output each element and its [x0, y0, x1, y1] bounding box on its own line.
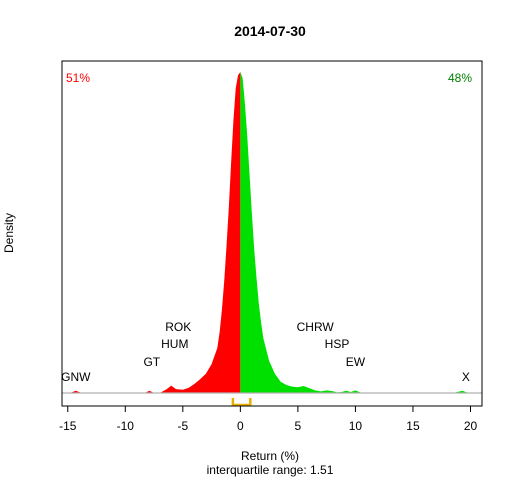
positive-return-density: [240, 72, 482, 393]
density-areas: [62, 72, 482, 393]
ticker-label-hsp: HSP: [325, 337, 350, 351]
ticker-label-x: X: [462, 370, 470, 384]
chart-title: 2014-07-30: [234, 23, 306, 39]
ticker-label-gt: GT: [143, 355, 160, 369]
x-tick-label: 5: [295, 419, 302, 433]
x-axis: -15 -10 -5 0 5 10 15 20: [59, 405, 478, 433]
ticker-label-gnw: GNW: [61, 370, 91, 384]
x-tick-label: 0: [237, 419, 244, 433]
x-tick-label: -5: [177, 419, 188, 433]
ticker-label-hum: HUM: [161, 337, 188, 351]
x-tick-label: -15: [59, 419, 77, 433]
ticker-label-chrw: CHRW: [297, 320, 335, 334]
negative-share-label: 51%: [66, 71, 90, 85]
y-axis-label: Density: [2, 213, 16, 253]
interquartile-bracket: [231, 398, 252, 407]
x-tick-label: 10: [349, 419, 363, 433]
ticker-label-rok: ROK: [165, 320, 191, 334]
iqr-caption: interquartile range: 1.51: [207, 463, 334, 477]
x-axis-label: Return (%): [241, 449, 299, 463]
negative-return-density: [62, 72, 241, 393]
plot-frame: [61, 60, 483, 407]
ticker-label-ew: EW: [346, 355, 366, 369]
x-tick-label: -10: [117, 419, 135, 433]
x-tick-label: 15: [406, 419, 420, 433]
positive-share-label: 48%: [448, 71, 472, 85]
x-tick-label: 20: [464, 419, 478, 433]
